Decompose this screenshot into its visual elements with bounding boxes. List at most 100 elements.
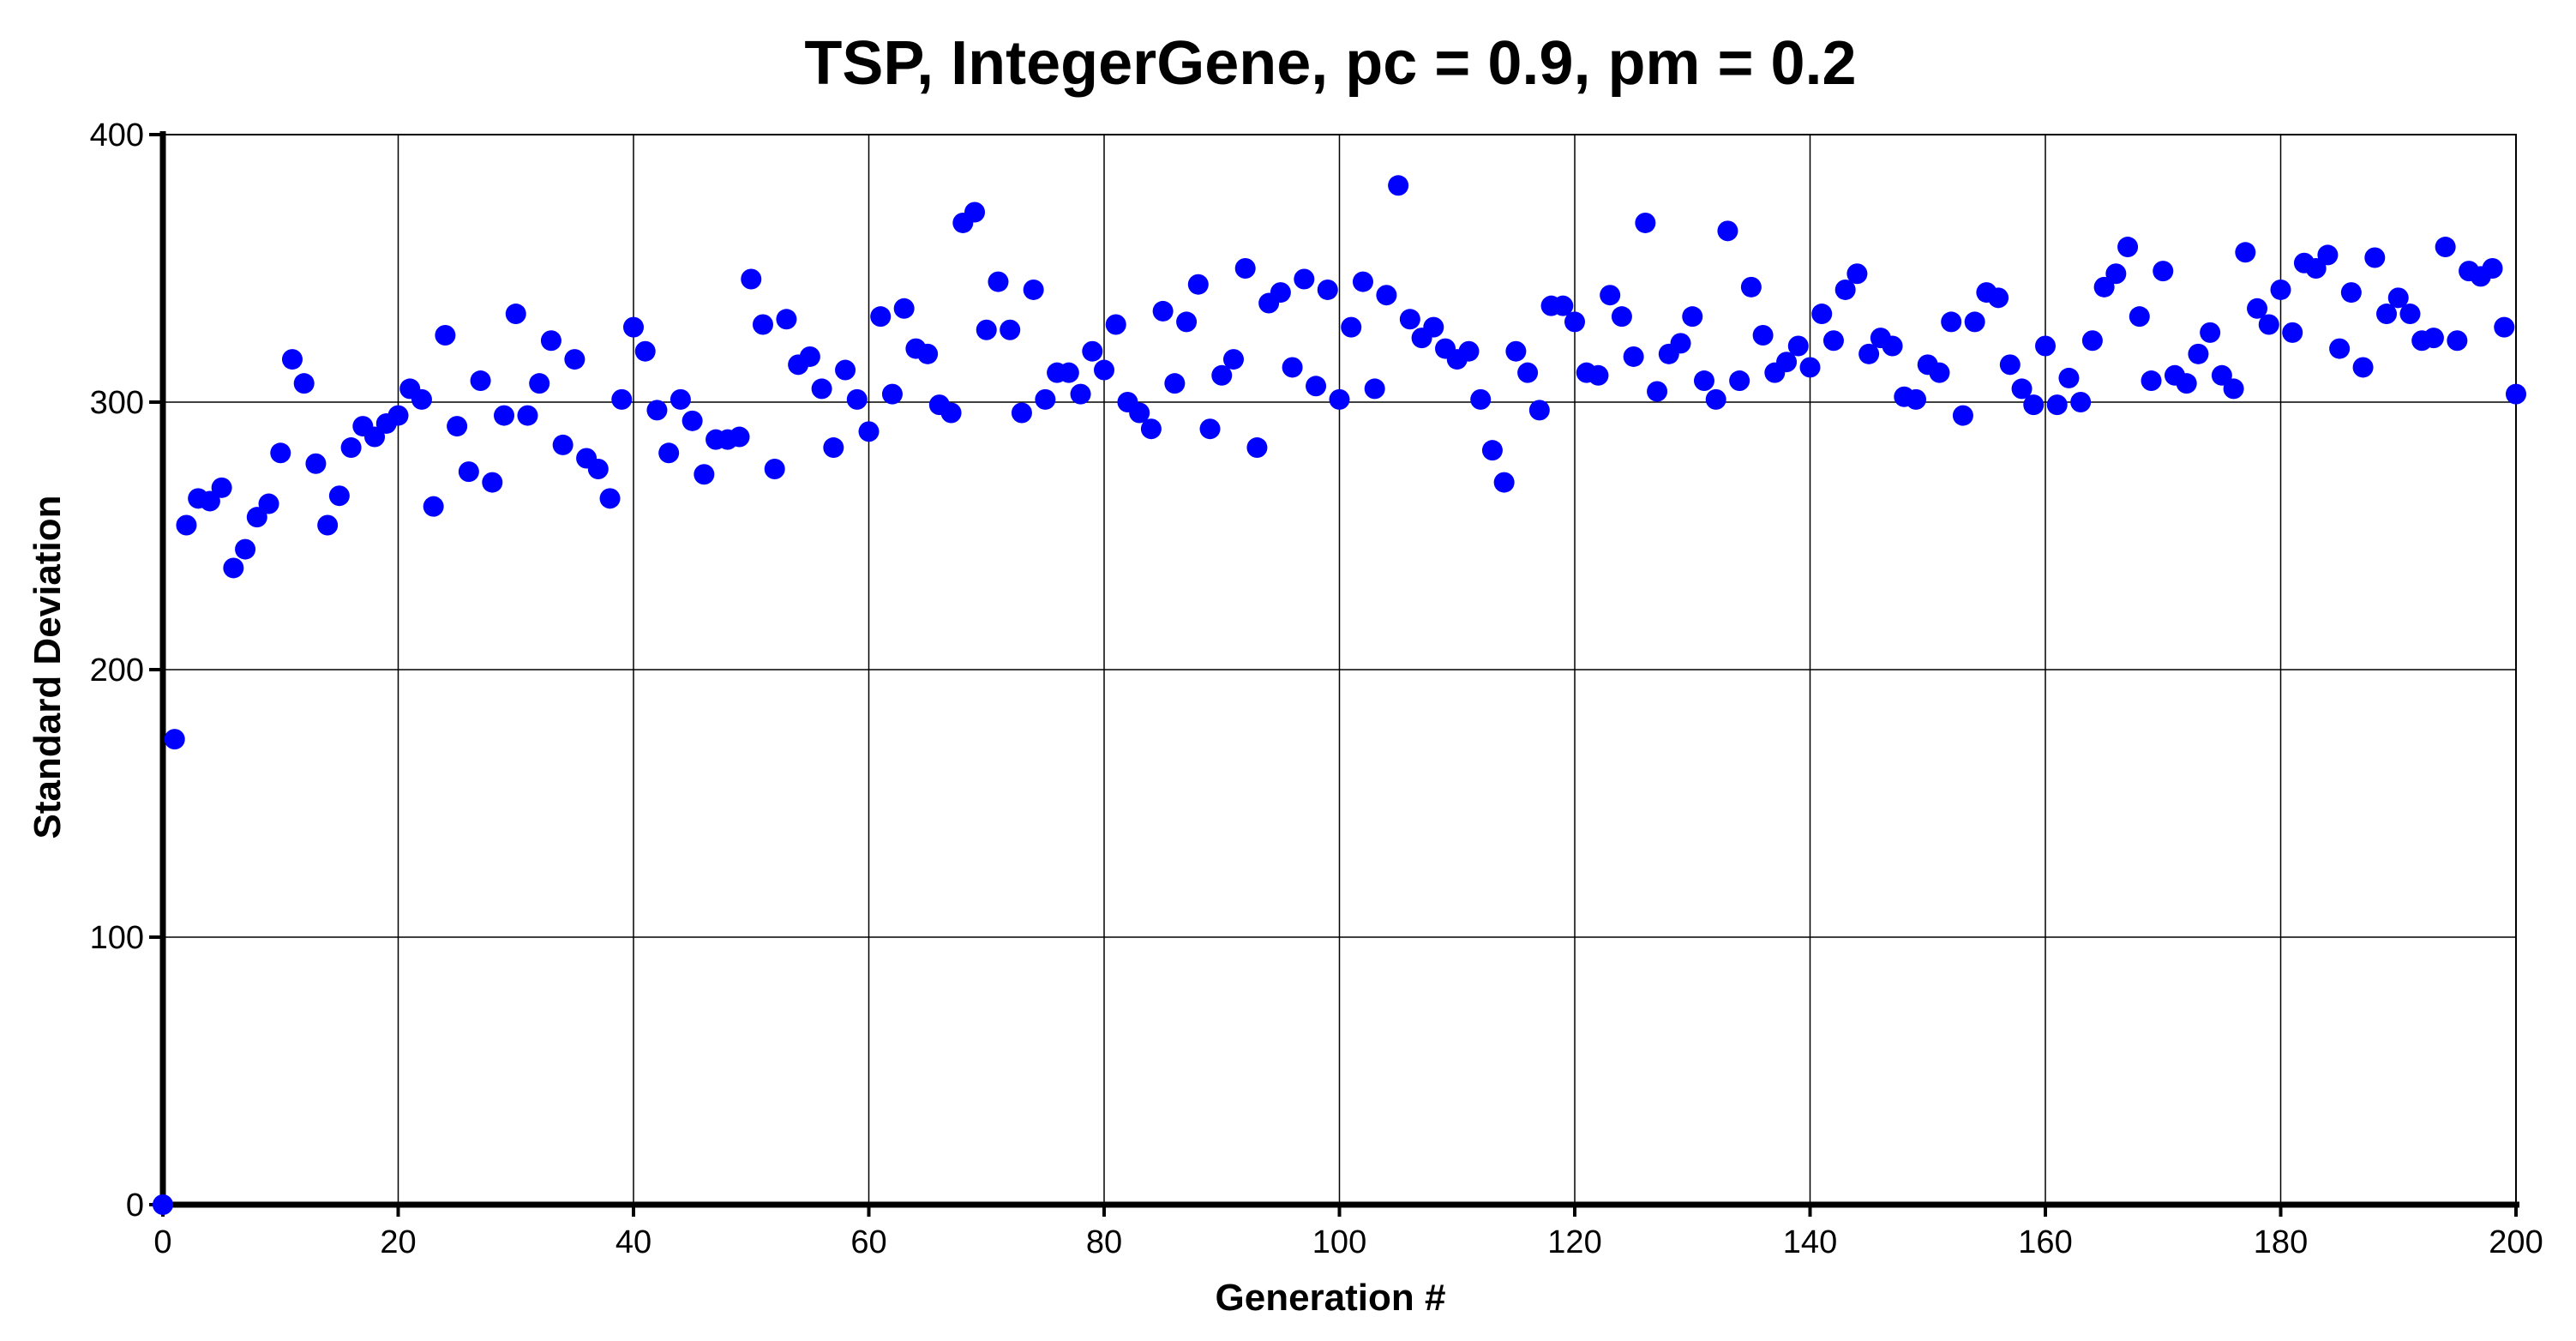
data-point [2011, 378, 2033, 400]
data-point [1270, 282, 1291, 304]
data-point [458, 461, 479, 483]
data-point [893, 298, 915, 319]
data-point [2482, 258, 2503, 279]
x-tick-label: 40 [615, 1224, 652, 1260]
data-point [2070, 392, 2092, 412]
data-point [1152, 300, 1174, 322]
data-point [670, 388, 691, 410]
data-point [835, 359, 856, 381]
data-point [1035, 388, 1056, 410]
data-point [587, 459, 609, 479]
data-point [1623, 346, 1644, 367]
data-point [964, 201, 986, 223]
data-point [611, 388, 633, 410]
data-point [1552, 295, 1574, 316]
data-point [917, 343, 939, 364]
data-point [411, 388, 432, 410]
data-point [1858, 343, 1880, 364]
data-point [1729, 370, 1750, 392]
data-point [1234, 258, 1256, 279]
data-point [623, 316, 644, 338]
y-tick-label: 200 [90, 652, 144, 689]
data-point [246, 507, 267, 528]
data-point [1094, 359, 1114, 381]
x-tick-label: 160 [2018, 1224, 2072, 1260]
data-point [1600, 285, 1621, 306]
data-point [752, 314, 773, 335]
data-point [2176, 373, 2197, 394]
y-tick-label: 100 [90, 920, 144, 956]
data-point [2223, 378, 2244, 400]
data-point [529, 373, 550, 394]
axes [149, 131, 2519, 1217]
data-point [1329, 388, 1350, 410]
data-point [1282, 357, 1303, 378]
data-point [340, 437, 362, 459]
data-point [2270, 279, 2291, 300]
x-tick-label: 100 [1312, 1224, 1366, 1260]
data-point [1999, 354, 2021, 376]
y-tick-label: 0 [126, 1188, 144, 1224]
data-point [2447, 330, 2468, 352]
data-point [1822, 330, 1844, 352]
data-point [505, 304, 526, 325]
data-point [211, 477, 232, 498]
data-point [599, 488, 621, 509]
data-point [2352, 357, 2374, 378]
data-point [328, 485, 350, 507]
x-tick-label: 60 [850, 1224, 886, 1260]
data-point [1376, 285, 1397, 306]
data-point [811, 378, 832, 400]
data-point [494, 405, 515, 426]
data-point [435, 325, 456, 346]
data-point [2258, 314, 2279, 335]
y-tick-label: 300 [90, 385, 144, 421]
data-point [1341, 316, 1362, 338]
data-point [1306, 376, 1327, 397]
data-point [1399, 309, 1420, 330]
data-point [1023, 279, 1044, 300]
x-tick-label: 140 [1783, 1224, 1837, 1260]
data-point [634, 340, 656, 362]
data-point [1070, 383, 1091, 405]
data-point [2340, 282, 2362, 304]
data-point [1164, 373, 1186, 394]
data-point [1222, 349, 1244, 370]
tick-labels: 0 20 40 60 80 100 120 140 160 180 200 0 100 200 300 400 [90, 117, 2543, 1260]
data-point [1752, 325, 1774, 346]
data-point [1199, 418, 1221, 440]
data-point [881, 383, 903, 405]
data-point [940, 402, 962, 424]
data-point [1481, 440, 1503, 461]
y-axis-label: Standard Deviation [27, 496, 69, 839]
data-point [293, 373, 315, 394]
data-point [235, 538, 256, 560]
data-point [1906, 388, 1927, 410]
data-point [1011, 402, 1032, 424]
data-point [799, 346, 820, 367]
data-point [1388, 175, 1409, 196]
data-point [646, 400, 668, 421]
data-point [1082, 340, 1103, 362]
data-point [2081, 330, 2103, 352]
data-point [988, 271, 1009, 292]
data-point [1493, 472, 1515, 493]
x-tick-label: 0 [153, 1224, 171, 1260]
data-point [2387, 287, 2409, 309]
x-tick-label: 120 [1547, 1224, 1601, 1260]
data-point [423, 496, 444, 517]
data-point [258, 493, 279, 514]
data-point [976, 319, 997, 340]
data-point [870, 306, 892, 328]
data-point [1364, 378, 1385, 400]
data-point [2129, 306, 2150, 328]
data-point [2364, 247, 2386, 268]
data-point [2105, 263, 2127, 285]
data-point [1176, 311, 1198, 333]
data-point [1929, 362, 1950, 383]
data-point [658, 442, 680, 464]
data-point [1635, 212, 1656, 233]
grid-lines [162, 134, 2517, 1206]
